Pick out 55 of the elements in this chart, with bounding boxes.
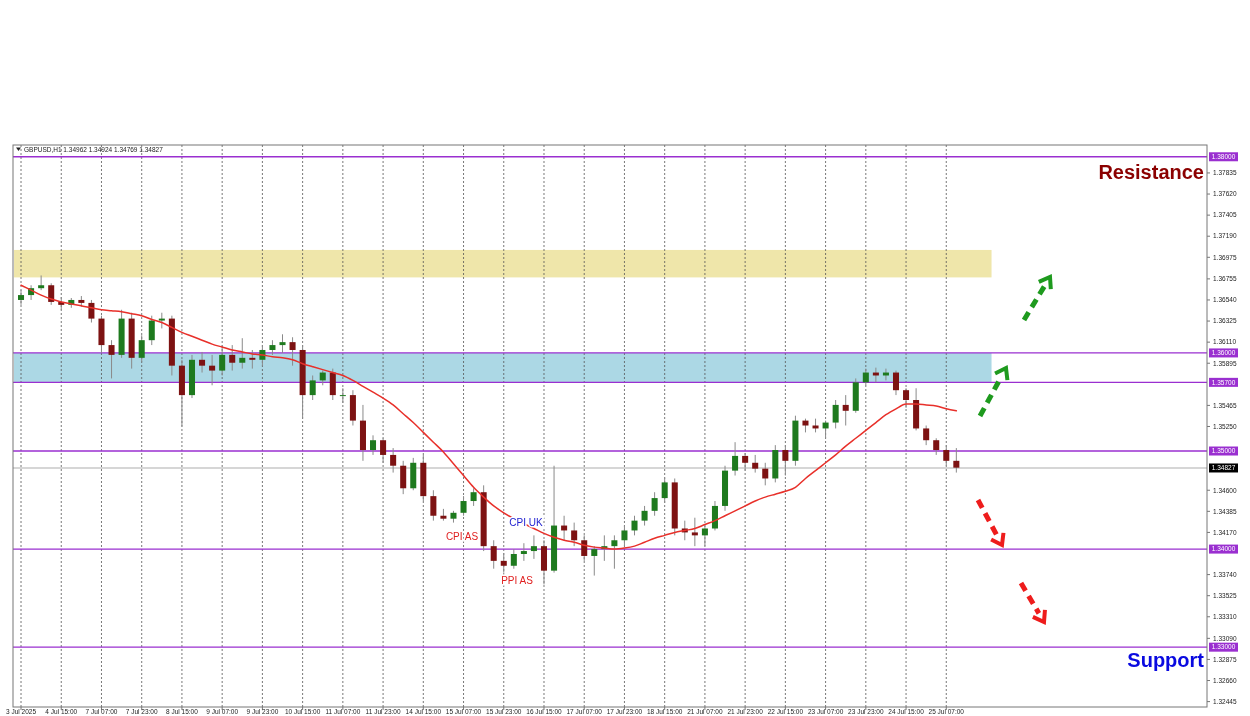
candlestick (892, 370, 900, 396)
candlestick (400, 460, 407, 495)
candlestick (661, 476, 668, 504)
candlestick (279, 333, 286, 354)
candlestick (430, 489, 437, 522)
candlestick (239, 337, 246, 370)
candlestick (18, 289, 25, 306)
candlestick (842, 394, 849, 427)
candlestick (229, 344, 236, 372)
candlestick (148, 315, 155, 346)
candlestick (711, 500, 718, 531)
candlestick (631, 515, 638, 536)
candlestick (510, 548, 517, 570)
candlestick (581, 534, 588, 562)
candlestick (641, 505, 648, 527)
candlestick (762, 462, 769, 486)
candlestick (138, 334, 145, 363)
candlestick (782, 444, 789, 477)
candlestick (500, 552, 507, 574)
candlestick (742, 452, 749, 472)
candlestick (621, 525, 628, 547)
candlestick (611, 534, 618, 570)
candlestick (249, 349, 256, 370)
candlestick (832, 399, 839, 429)
candlestick (219, 344, 226, 376)
candlestick (370, 434, 377, 456)
candlestick (530, 534, 537, 560)
candlestick (309, 374, 316, 401)
candlestick (339, 387, 346, 404)
candlestick (329, 368, 336, 401)
candlestick (903, 387, 910, 409)
candlestick (460, 495, 467, 517)
candlestick (380, 437, 387, 464)
candlestick (209, 354, 216, 386)
candlestick (108, 339, 115, 379)
candlestick (923, 425, 930, 446)
candlestick (591, 545, 598, 577)
candlestick (490, 539, 497, 570)
candlestick (943, 444, 950, 467)
candlestick (38, 274, 45, 291)
candlestick (953, 447, 960, 474)
candlestick (571, 522, 578, 547)
candlestick (732, 441, 739, 477)
candlestick (691, 517, 698, 547)
text: Resistance (1098, 161, 1204, 183)
candlestick (199, 351, 206, 374)
candlestick (390, 447, 397, 474)
annotation: PPI AS (501, 575, 534, 586)
text: Support (1127, 649, 1205, 671)
annotation: CPI UK (509, 517, 543, 528)
candlestick (701, 525, 708, 547)
candlestick (289, 336, 296, 367)
candlestick (651, 491, 658, 517)
annotation: CPI AS (445, 531, 479, 542)
candlestick (520, 542, 527, 562)
